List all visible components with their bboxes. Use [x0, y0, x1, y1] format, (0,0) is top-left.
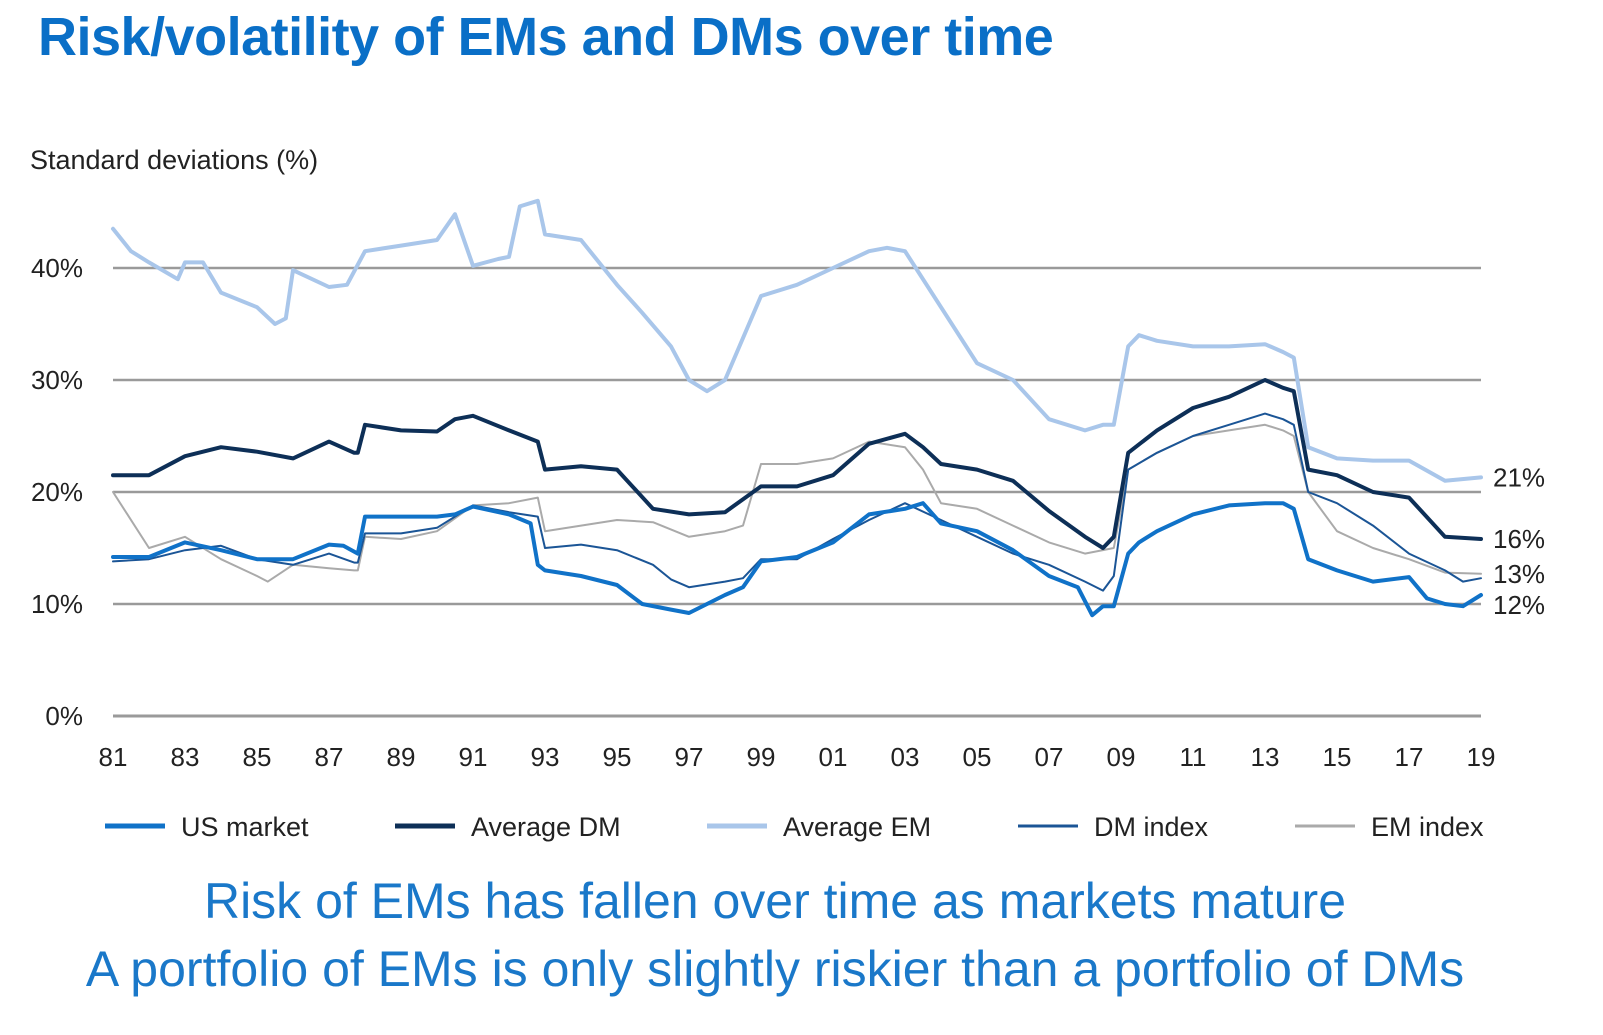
x-tick-label: 01	[819, 742, 848, 772]
series-line-us-market	[111, 501, 1483, 618]
caption-line-2: A portfolio of EMs is only slightly risk…	[85, 941, 1465, 997]
x-tick-label: 95	[603, 742, 632, 772]
x-tick-labels: 81 83 85 87 89 91 93 95 97 99 01 03 05 07 09 11 13 15 17 19	[99, 742, 1496, 772]
legend-label: US market	[181, 812, 309, 842]
y-tick-labels: 0% 10% 20% 30% 40%	[31, 253, 83, 731]
legend-label: Average EM	[783, 812, 931, 842]
x-tick-label: 91	[459, 742, 488, 772]
end-value-label: 21%	[1493, 462, 1545, 492]
x-tick-label: 81	[99, 742, 128, 772]
x-tick-label: 15	[1323, 742, 1352, 772]
x-tick-label: 83	[171, 742, 200, 772]
legend-label: EM index	[1371, 812, 1484, 842]
series-line-average-dm	[111, 378, 1483, 550]
end-value-label: 13%	[1493, 559, 1545, 589]
x-tick-label: 89	[387, 742, 416, 772]
y-tick-label: 20%	[31, 477, 83, 507]
legend-label: Average DM	[471, 812, 621, 842]
y-tick-label: 40%	[31, 253, 83, 283]
caption-line-1: Risk of EMs has fallen over time as mark…	[203, 873, 1347, 929]
x-tick-label: 03	[891, 742, 920, 772]
x-tick-label: 97	[675, 742, 704, 772]
series-line-em-index	[112, 423, 1482, 583]
x-tick-label: 17	[1395, 742, 1424, 772]
x-tick-label: 85	[243, 742, 272, 772]
x-tick-label: 13	[1251, 742, 1280, 772]
x-tick-label: 07	[1035, 742, 1064, 772]
x-tick-label: 09	[1107, 742, 1136, 772]
legend: US market Average DM Average EM DM index EM …	[105, 812, 1484, 842]
x-tick-label: 93	[531, 742, 560, 772]
series-line-average-em	[111, 198, 1483, 483]
page-title: Risk/volatility of EMs and DMs over time	[38, 7, 1054, 67]
y-axis-label: Standard deviations (%)	[30, 145, 319, 175]
y-tick-label: 30%	[31, 365, 83, 395]
series-lines	[111, 198, 1483, 618]
x-tick-label: 19	[1467, 742, 1496, 772]
legend-label: DM index	[1094, 812, 1209, 842]
end-value-label: 12%	[1493, 590, 1545, 620]
x-tick-label: 05	[963, 742, 992, 772]
grid-lines	[113, 266, 1481, 718]
end-value-label: 16%	[1493, 524, 1545, 554]
series-line-dm-index	[112, 412, 1482, 592]
x-tick-label: 99	[747, 742, 776, 772]
end-value-labels: 21% 16% 13%12%	[1493, 462, 1545, 619]
x-tick-label: 11	[1180, 742, 1207, 772]
y-tick-label: 10%	[31, 589, 83, 619]
x-tick-label: 87	[315, 742, 344, 772]
y-tick-label: 0%	[45, 701, 83, 731]
